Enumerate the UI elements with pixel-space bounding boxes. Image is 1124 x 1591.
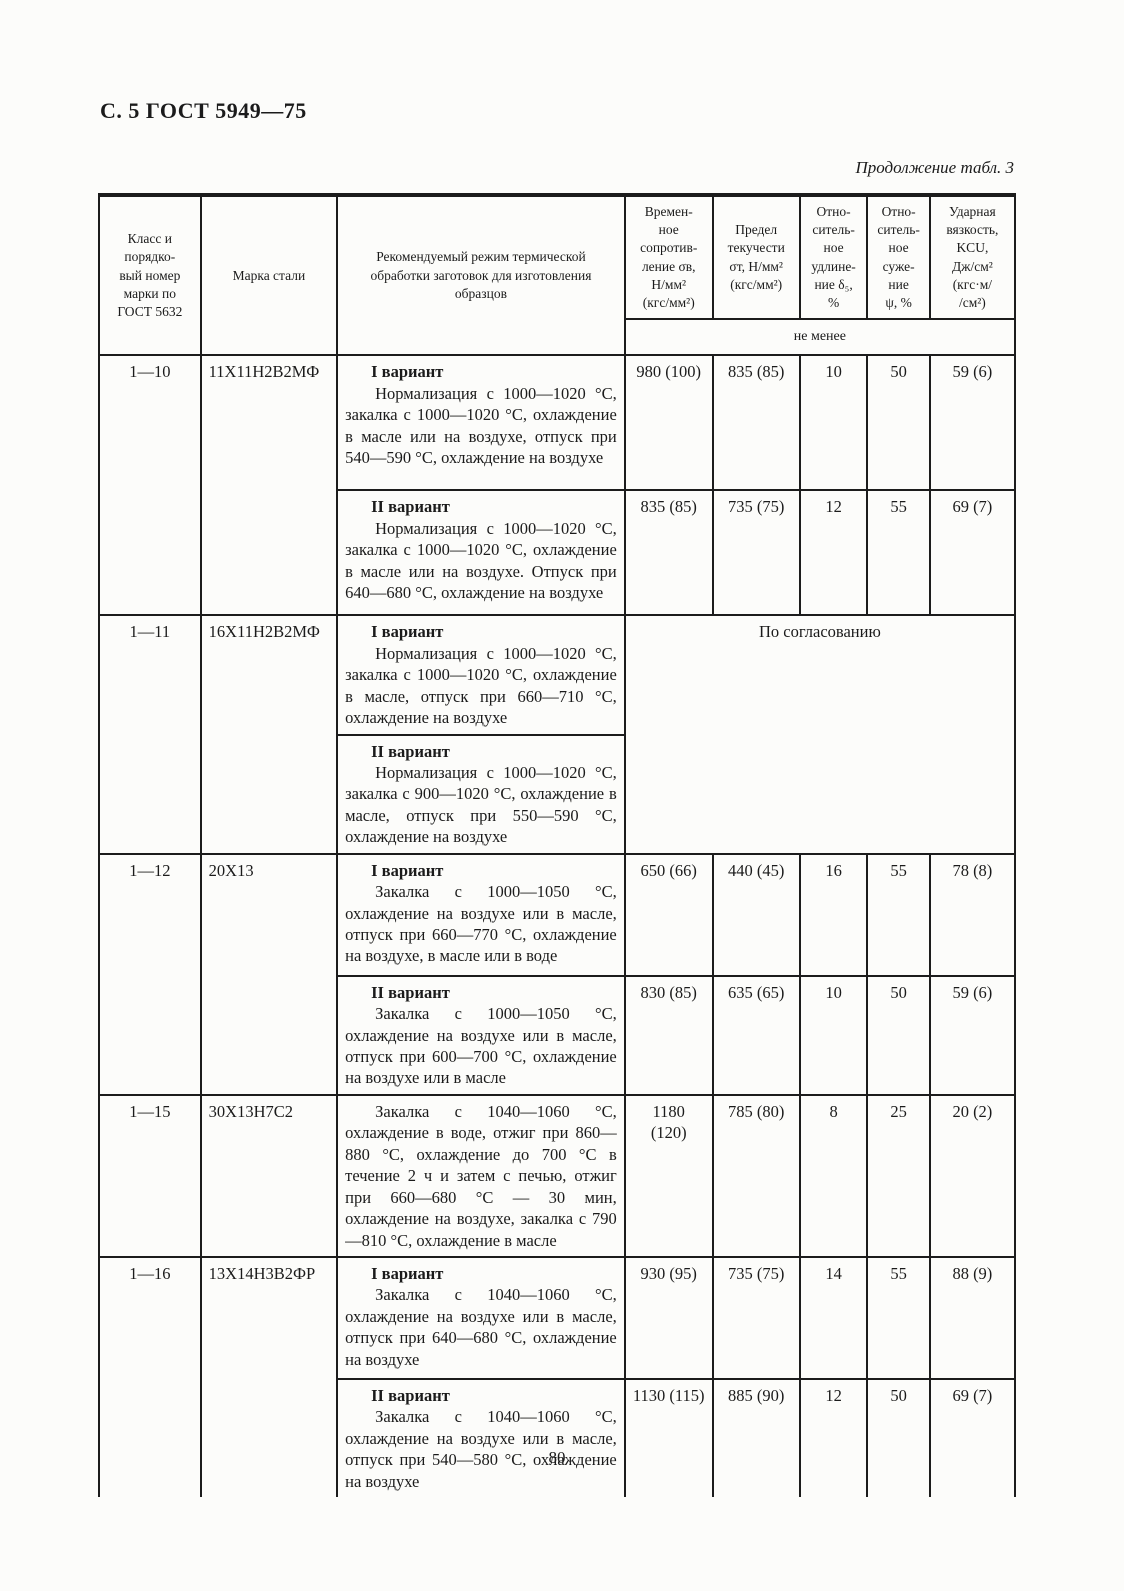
table-row: 1—11 16Х11Н2В2МФ I вариант Нормализация … <box>98 614 1017 855</box>
regime-text: Закалка с 1000—1050 °С, охлаждение на во… <box>345 1004 617 1088</box>
regime-text: Нормализация с 1000—1020 °С, закалка с 1… <box>345 518 617 603</box>
regime-text: Закалка с 1040—1060 °С, охлаждение на во… <box>345 1407 617 1491</box>
elongation-value: 16 <box>798 852 869 977</box>
table-row: II вариант Нормализация с 1000—1020 °С, … <box>99 489 1017 617</box>
treatment-regime-cell: II вариант Нормализация с 1000—1020 °С, … <box>336 733 626 855</box>
regime-text: Нормализация с 1000—1020 °С, закалка с 1… <box>345 643 617 728</box>
treatment-regime-cell: I вариант Нормализация с 1000—1020 °С, з… <box>336 354 626 492</box>
regime-text: Нормализация с 1000—1020 °С, закалка с 9… <box>345 762 617 847</box>
class-number-cell: 1—10 <box>98 354 202 617</box>
steel-grade-cell: 13Х14Н3В2ФР <box>199 1255 339 1498</box>
header-row: Класс и порядко- вый номер марки по ГОСТ… <box>98 193 1017 357</box>
steel-grade-cell: 20Х13 <box>199 852 339 1096</box>
col-header-elongation: Отно- ситель- ное удлине- ние δ₅, % <box>798 193 869 321</box>
col-header-yield-strength: Предел текучести σт, Н/мм² (кгс/мм²) <box>711 193 801 321</box>
elongation-value: 10 <box>798 974 869 1096</box>
class-number-cell: 1—12 <box>98 852 202 1096</box>
elongation-value: 12 <box>798 489 869 617</box>
col-header-tensile-strength: Времен- ное сопротив- ление σв, Н/мм² (к… <box>623 193 714 321</box>
elongation-value: 8 <box>798 1093 869 1258</box>
elongation-value: 10 <box>798 354 869 492</box>
treatment-regime-cell: II вариант Закалка с 1000—1050 °С, охлаж… <box>336 974 626 1096</box>
elongation-value: 12 <box>798 1377 869 1498</box>
steel-grade-cell: 16Х11Н2В2МФ <box>199 614 339 855</box>
treatment-regime-cell: Закалка с 1040—1060 °С, охлаждение в вод… <box>336 1093 626 1258</box>
document-header: С. 5 ГОСТ 5949—75 <box>100 98 307 123</box>
table-row: 1—10 11Х11Н2В2МФ I вариант Нормализация … <box>98 354 1017 617</box>
impact-value: 88 (9) <box>928 1255 1017 1380</box>
impact-value: 20 (2) <box>928 1093 1017 1258</box>
variant-label: I вариант <box>371 622 444 642</box>
reduction-value: 50 <box>866 1377 931 1498</box>
class-number-cell: 1—15 <box>98 1093 202 1258</box>
treatment-regime-cell: I вариант Нормализация с 1000—1020 °С, з… <box>336 614 626 736</box>
tensile-value: 830 (85) <box>623 974 714 1096</box>
yield-value: 735 (75) <box>711 489 801 617</box>
class-number-cell: 1—16 <box>98 1255 202 1498</box>
impact-value: 69 (7) <box>928 1377 1017 1498</box>
variant-label: II вариант <box>371 1385 450 1405</box>
treatment-regime-cell: II вариант Нормализация с 1000—1020 °С, … <box>336 489 626 617</box>
regime-text: Закалка с 1000—1050 °С, охлаждение на во… <box>345 882 617 966</box>
treatment-regime-cell: I вариант Закалка с 1040—1060 °С, охлажд… <box>336 1255 626 1380</box>
steel-properties-table: Класс и порядко- вый номер марки по ГОСТ… <box>98 193 1017 1498</box>
steel-grade-cell: 11Х11Н2В2МФ <box>199 354 339 617</box>
impact-value: 59 (6) <box>928 974 1017 1096</box>
col-header-treatment: Рекомендуемый режим термической обработк… <box>336 193 626 357</box>
col-header-impact: Ударная вязкость, KCU, Дж/см² (кгс·м/ /с… <box>928 193 1017 321</box>
variant-label: II вариант <box>371 497 450 517</box>
table-row: 1—15 30Х13Н7С2 Закалка с 1040—1060 °С, о… <box>98 1093 1017 1258</box>
table-row: 1—16 13Х14Н3В2ФР I вариант Закалка с 104… <box>98 1255 1017 1498</box>
by-agreement-note: По согласованию <box>623 614 1017 855</box>
variant-label: I вариант <box>371 1263 444 1283</box>
treatment-regime-cell: I вариант Закалка с 1000—1050 °С, охлажд… <box>336 852 626 977</box>
tensile-value: 650 (66) <box>623 852 714 977</box>
variant-label: II вариант <box>371 982 450 1002</box>
variant-label: I вариант <box>371 860 444 880</box>
yield-value: 635 (65) <box>711 974 801 1096</box>
steel-grade-cell: 30Х13Н7С2 <box>199 1093 339 1258</box>
table-row: 1—12 20Х13 I вариант Закалка с 1000—1050… <box>98 852 1017 1096</box>
reduction-value: 50 <box>866 354 931 492</box>
class-number-cell: 1—11 <box>98 614 202 855</box>
reduction-value: 55 <box>866 852 931 977</box>
reduction-value: 50 <box>866 974 931 1096</box>
regime-text: Закалка с 1040—1060 °С, охлаждение в вод… <box>345 1101 617 1250</box>
reduction-value: 55 <box>866 489 931 617</box>
variant-label: I вариант <box>371 362 444 382</box>
table-container: Класс и порядко- вый номер марки по ГОСТ… <box>98 193 1017 1498</box>
table-row: II вариант Закалка с 1040—1060 °С, охлаж… <box>99 1377 1017 1498</box>
col-header-steel-grade: Марка стали <box>199 193 339 357</box>
impact-value: 78 (8) <box>928 852 1017 977</box>
page-number: 80 <box>548 1448 566 1467</box>
tensile-value: 930 (95) <box>623 1255 714 1380</box>
table-row: II вариант Нормализация с 1000—1020 °С, … <box>99 733 1015 855</box>
regime-text: Нормализация с 1000—1020 °С, закалка с 1… <box>345 383 617 468</box>
not-less-than-header: не менее <box>623 318 1017 357</box>
yield-value: 735 (75) <box>711 1255 801 1380</box>
elongation-value: 14 <box>798 1255 869 1380</box>
reduction-value: 55 <box>866 1255 931 1380</box>
tensile-value: 1130 (115) <box>623 1377 714 1498</box>
yield-value: 785 (80) <box>711 1093 801 1258</box>
subheader-row: не менее <box>99 318 1017 357</box>
reduction-value: 25 <box>866 1093 931 1258</box>
treatment-regime-cell: II вариант Закалка с 1040—1060 °С, охлаж… <box>336 1377 626 1498</box>
tensile-value: 980 (100) <box>623 354 714 492</box>
tensile-value: 835 (85) <box>623 489 714 617</box>
col-header-class-number: Класс и порядко- вый номер марки по ГОСТ… <box>98 193 202 357</box>
table-row: II вариант Закалка с 1000—1050 °С, охлаж… <box>99 974 1017 1096</box>
yield-value: 885 (90) <box>711 1377 801 1498</box>
table-continuation-caption: Продолжение табл. 3 <box>855 158 1014 177</box>
yield-value: 440 (45) <box>711 852 801 977</box>
col-header-reduction: Отно- ситель- ное суже- ние ψ, % <box>866 193 931 321</box>
impact-value: 59 (6) <box>928 354 1017 492</box>
yield-value: 835 (85) <box>711 354 801 492</box>
tensile-value: 1180 (120) <box>623 1093 714 1258</box>
impact-value: 69 (7) <box>928 489 1017 617</box>
regime-text: Закалка с 1040—1060 °С, охлаждение на во… <box>345 1285 617 1369</box>
variant-label: II вариант <box>371 741 450 761</box>
